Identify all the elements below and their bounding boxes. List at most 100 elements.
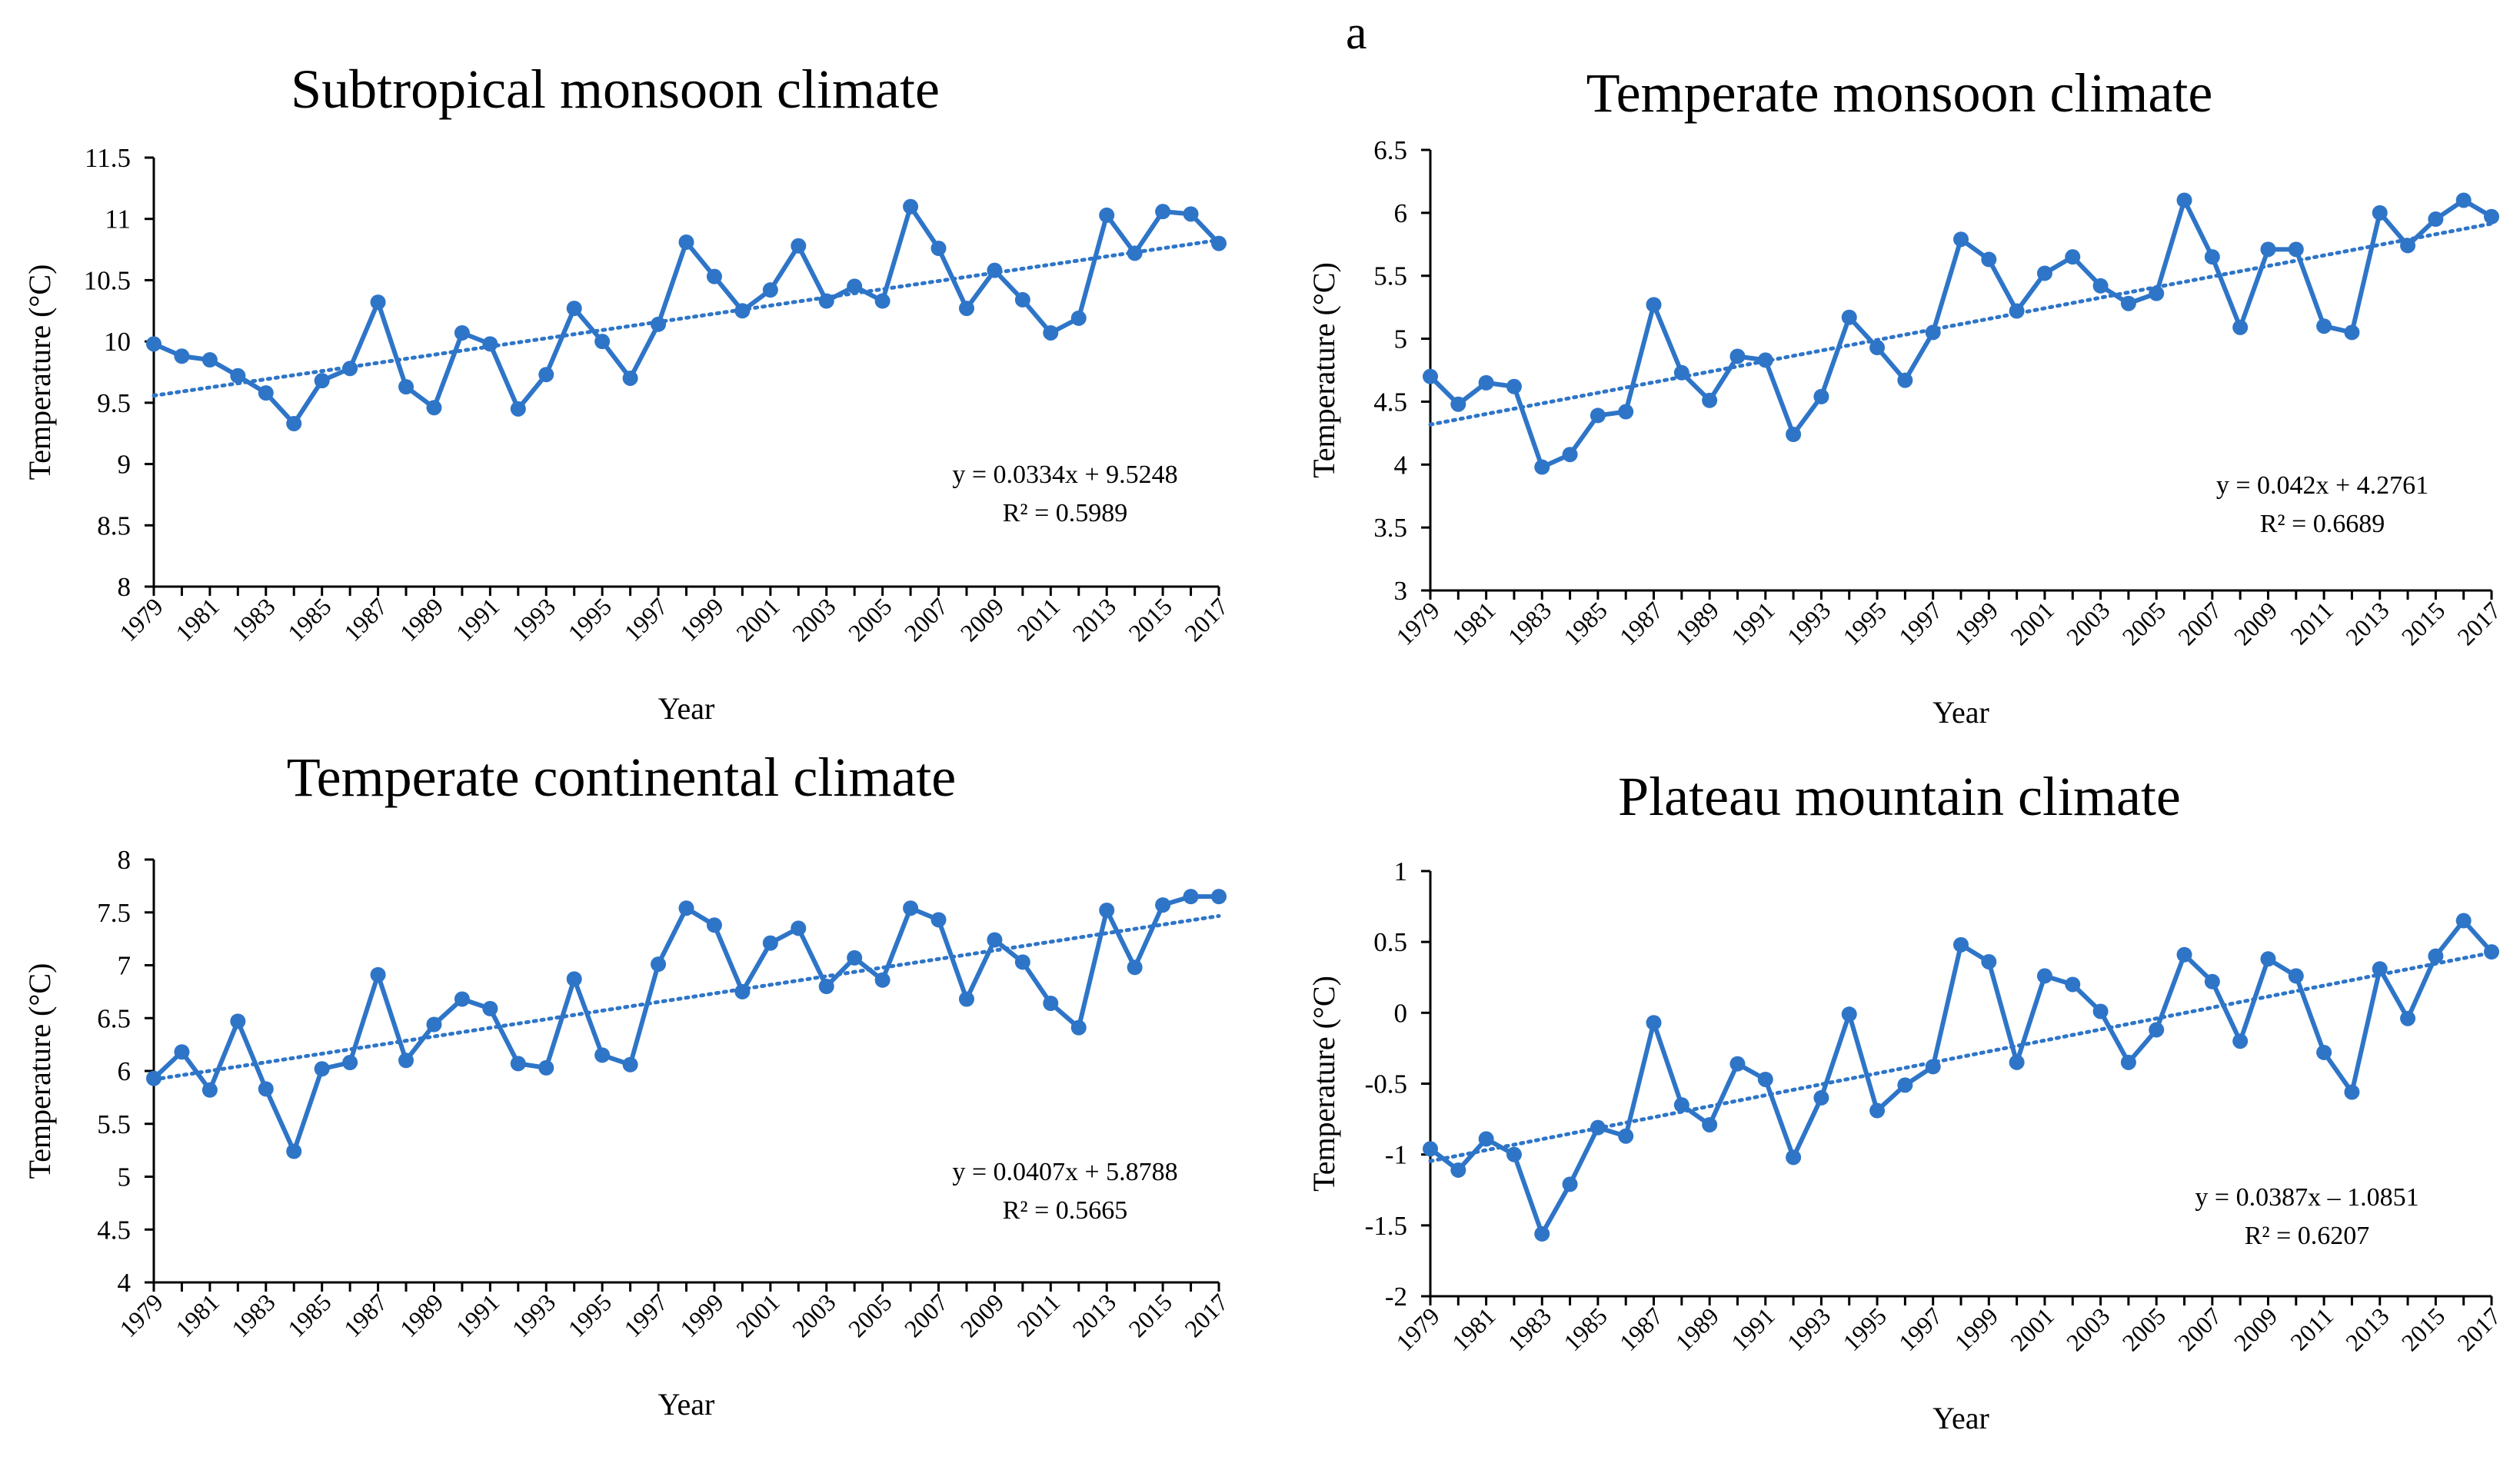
trend-r-squared: R² = 0.6207	[2245, 1222, 2370, 1250]
x-tick-label: 2007	[2172, 1302, 2227, 1356]
data-point-1980	[174, 1044, 190, 1060]
x-axis-label: Year	[658, 1387, 715, 1422]
data-point-1991	[482, 1000, 498, 1016]
x-tick-label: 1989	[394, 592, 449, 647]
data-point-1999	[706, 917, 722, 933]
data-point-2010	[2288, 968, 2304, 984]
x-axis-label: Year	[658, 691, 715, 726]
data-point-1990	[454, 324, 470, 341]
data-point-1988	[1673, 1097, 1689, 1113]
x-tick-label: 1983	[226, 1288, 281, 1342]
data-point-2016	[1183, 889, 1199, 905]
x-tick-label: 1989	[1669, 1302, 1724, 1356]
data-point-1985	[314, 373, 330, 389]
data-point-1992	[1786, 1149, 1802, 1166]
data-point-1987	[370, 966, 386, 983]
data-point-1998	[1953, 936, 1969, 953]
trend-equation: y = 0.0407x + 5.8788	[952, 1158, 1177, 1186]
x-tick-label: 2001	[2005, 1302, 2059, 1356]
data-point-1983	[258, 1081, 274, 1097]
x-tick-label: 2015	[1123, 592, 1177, 647]
x-tick-label: 2003	[2061, 1302, 2116, 1356]
trendline	[151, 238, 1221, 398]
data-point-2009	[987, 262, 1003, 278]
data-point-2005	[2149, 1022, 2165, 1038]
y-tick-label: 0	[1394, 998, 1408, 1028]
data-point-1993	[1813, 1089, 1829, 1106]
x-tick-label: 1981	[170, 1288, 225, 1342]
trend-r-squared: R² = 0.5989	[1003, 499, 1128, 527]
data-point-2017	[1211, 235, 1227, 251]
x-tick-label: 1997	[1893, 596, 1948, 650]
x-tick-label: 1995	[1837, 1302, 1892, 1356]
data-point-2016	[2455, 192, 2472, 208]
data-point-1985	[1590, 1119, 1606, 1136]
y-tick-label: -0.5	[1365, 1069, 1407, 1099]
data-point-1990	[454, 991, 470, 1007]
trendline	[1428, 950, 2494, 1163]
y-tick-label: 3	[1394, 576, 1408, 606]
data-point-1986	[342, 1055, 358, 1070]
x-tick-label: 1987	[338, 1288, 393, 1342]
data-point-2001	[2036, 968, 2052, 984]
trend-equation: y = 0.042x + 4.2761	[2216, 471, 2428, 500]
data-point-1993	[1813, 388, 1829, 404]
x-tick-label: 2009	[955, 1288, 1010, 1342]
data-point-1998	[678, 900, 694, 916]
x-tick-label: 2017	[1179, 1288, 1233, 1342]
y-tick-label: 0.5	[1373, 927, 1407, 957]
x-tick-label: 1997	[618, 592, 673, 647]
x-tick-label: 1999	[1949, 1302, 2004, 1356]
data-point-2012	[1070, 1019, 1087, 1036]
data-point-1984	[286, 415, 302, 431]
x-tick-label: 2001	[731, 1288, 785, 1342]
data-point-1989	[1702, 392, 1718, 408]
data-point-1984	[286, 1143, 302, 1159]
data-point-1983	[1534, 459, 1550, 475]
data-point-1995	[1869, 1102, 1886, 1119]
x-tick-label: 2005	[2116, 596, 2171, 650]
x-tick-label: 1985	[282, 1288, 337, 1342]
data-point-2016	[1183, 206, 1199, 222]
data-point-2013	[2372, 961, 2388, 977]
y-tick-label: 8	[118, 845, 131, 875]
y-tick-label: 4.5	[97, 1215, 131, 1245]
data-point-2000	[734, 303, 751, 319]
data-point-2004	[847, 949, 863, 966]
data-point-1992	[510, 401, 526, 417]
x-tick-label: 1983	[1503, 596, 1557, 650]
x-tick-label: 1985	[1558, 1302, 1613, 1356]
data-point-1986	[1618, 404, 1634, 420]
x-tick-label: 1993	[507, 1288, 561, 1342]
data-point-1983	[258, 385, 274, 401]
data-point-1987	[370, 294, 386, 311]
data-point-1994	[1841, 1006, 1857, 1023]
x-tick-label: 2017	[1179, 592, 1233, 647]
data-point-2004	[2120, 295, 2136, 311]
data-point-1989	[426, 400, 442, 416]
data-point-1999	[706, 268, 722, 284]
x-tick-label: 2003	[2061, 596, 2116, 650]
data-point-1979	[146, 1070, 161, 1086]
data-point-1994	[566, 971, 582, 987]
x-tick-label: 1995	[562, 592, 617, 647]
x-tick-label: 1981	[1446, 596, 1501, 650]
y-tick-label: 6	[118, 1056, 131, 1086]
data-point-2002	[791, 238, 807, 254]
x-tick-label: 2005	[843, 592, 897, 647]
y-axis-label: Temperature (°C)	[1307, 976, 1341, 1192]
y-tick-label: 7.5	[97, 898, 131, 928]
data-point-1985	[1590, 407, 1606, 424]
x-tick-label: 2017	[2452, 596, 2506, 650]
x-tick-label: 2015	[2396, 1302, 2451, 1356]
chart-panel-4: Plateau mountain climate -2 -1.5 -1 -0.5 0 0.5…	[1307, 766, 2506, 1435]
x-tick-label: 2005	[2116, 1302, 2171, 1356]
x-tick-label: 2007	[899, 1288, 954, 1342]
data-point-2006	[903, 900, 919, 916]
trend-r-squared: R² = 0.6689	[2260, 510, 2385, 538]
data-point-1995	[594, 334, 611, 350]
data-point-2012	[2344, 324, 2360, 341]
data-point-2005	[2149, 285, 2165, 301]
data-point-2000	[2009, 1054, 2025, 1070]
